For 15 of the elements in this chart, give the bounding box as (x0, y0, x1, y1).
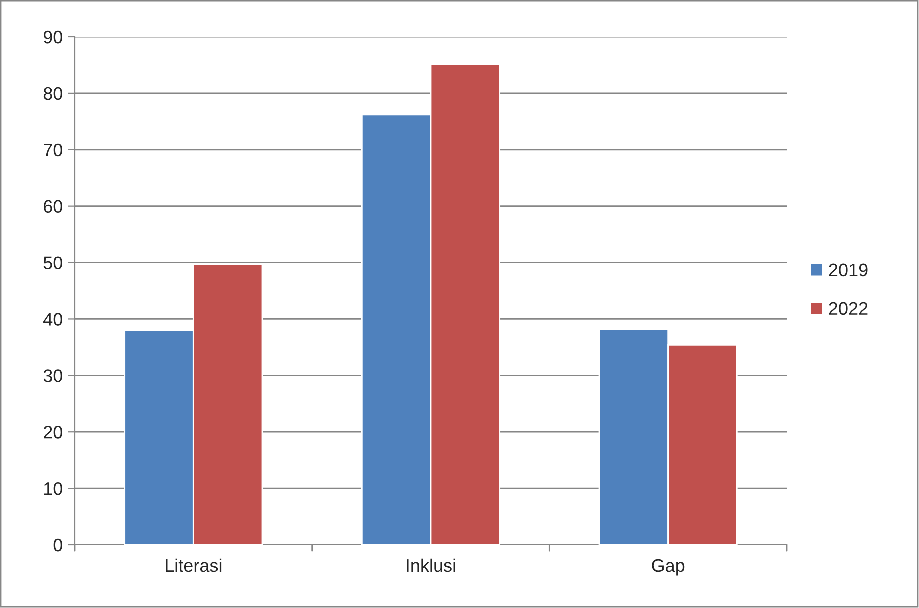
legend-label: 2022 (829, 302, 868, 316)
y-tick-label: 10 (44, 482, 62, 496)
y-tick-label: 60 (44, 200, 62, 214)
x-tick-label: Inklusi (407, 558, 456, 572)
y-tick-label: 80 (44, 87, 62, 100)
y-tick-label: 0 (54, 538, 62, 552)
y-tick-label: 70 (44, 144, 62, 157)
y-tick-label: 30 (44, 370, 62, 382)
legend-label: 2019 (829, 264, 868, 277)
y-tick-label: 90 (44, 30, 62, 44)
y-tick-label: 40 (44, 313, 62, 326)
x-tick-label: Literasi (166, 558, 222, 572)
x-tick-label: Gap (652, 559, 685, 576)
y-tick-label: 50 (44, 256, 62, 270)
y-tick-label: 20 (44, 426, 62, 439)
